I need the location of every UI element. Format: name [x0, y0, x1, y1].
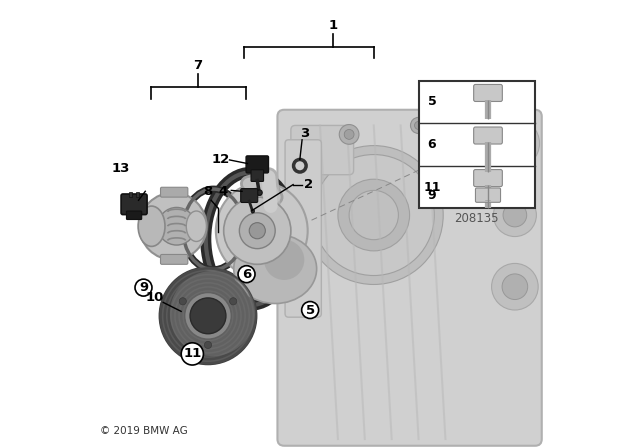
- Ellipse shape: [186, 211, 207, 241]
- Circle shape: [251, 209, 255, 213]
- Bar: [129, 192, 132, 197]
- Text: 11: 11: [423, 181, 441, 194]
- Circle shape: [338, 179, 410, 251]
- FancyBboxPatch shape: [278, 110, 542, 446]
- Ellipse shape: [230, 197, 275, 251]
- Text: 5: 5: [428, 95, 436, 108]
- Text: © 2019 BMW AG: © 2019 BMW AG: [100, 426, 188, 436]
- Circle shape: [339, 125, 359, 144]
- FancyBboxPatch shape: [476, 188, 500, 202]
- FancyBboxPatch shape: [241, 189, 258, 202]
- Text: 7: 7: [193, 59, 203, 73]
- Text: 1: 1: [329, 19, 338, 32]
- Circle shape: [190, 298, 226, 334]
- FancyBboxPatch shape: [474, 84, 502, 102]
- Circle shape: [158, 207, 195, 245]
- Circle shape: [492, 263, 538, 310]
- Text: 5: 5: [305, 303, 315, 317]
- Circle shape: [185, 293, 231, 339]
- FancyBboxPatch shape: [246, 156, 269, 173]
- Circle shape: [493, 194, 536, 237]
- Circle shape: [490, 119, 540, 168]
- Circle shape: [179, 298, 186, 305]
- Text: 9: 9: [428, 189, 436, 202]
- Bar: [419, 81, 535, 208]
- FancyBboxPatch shape: [474, 127, 502, 144]
- Circle shape: [349, 190, 398, 240]
- Circle shape: [415, 121, 422, 129]
- Text: 208135: 208135: [454, 211, 499, 225]
- Ellipse shape: [216, 182, 308, 279]
- Text: 12: 12: [211, 153, 230, 167]
- Circle shape: [344, 129, 354, 139]
- Ellipse shape: [234, 234, 317, 304]
- FancyBboxPatch shape: [291, 125, 353, 175]
- Circle shape: [224, 197, 291, 264]
- Ellipse shape: [264, 240, 305, 280]
- Circle shape: [502, 274, 528, 300]
- FancyBboxPatch shape: [285, 140, 321, 317]
- Circle shape: [501, 130, 529, 157]
- FancyBboxPatch shape: [161, 187, 188, 197]
- FancyBboxPatch shape: [127, 211, 141, 220]
- FancyBboxPatch shape: [474, 169, 502, 186]
- Circle shape: [314, 155, 435, 276]
- Text: 11: 11: [183, 347, 202, 361]
- FancyBboxPatch shape: [251, 170, 264, 181]
- Text: 2: 2: [304, 178, 313, 191]
- Circle shape: [249, 223, 266, 239]
- Bar: [136, 192, 140, 197]
- Circle shape: [140, 193, 207, 260]
- Circle shape: [257, 190, 262, 195]
- Text: 9: 9: [139, 281, 148, 294]
- Text: 10: 10: [146, 290, 164, 304]
- Text: 13: 13: [111, 162, 130, 176]
- FancyBboxPatch shape: [121, 194, 147, 215]
- Text: 3: 3: [300, 127, 309, 140]
- Text: 6: 6: [242, 267, 251, 281]
- Circle shape: [486, 139, 495, 148]
- Circle shape: [204, 341, 212, 349]
- Circle shape: [230, 298, 237, 305]
- Circle shape: [503, 203, 527, 227]
- Circle shape: [159, 267, 257, 364]
- Circle shape: [481, 134, 499, 152]
- Ellipse shape: [138, 206, 165, 246]
- Text: 4: 4: [219, 185, 228, 198]
- Text: 8: 8: [204, 185, 212, 198]
- Circle shape: [170, 271, 255, 356]
- FancyBboxPatch shape: [161, 254, 188, 264]
- Text: 6: 6: [428, 138, 436, 151]
- Circle shape: [410, 117, 427, 134]
- Circle shape: [239, 213, 275, 249]
- Circle shape: [305, 146, 443, 284]
